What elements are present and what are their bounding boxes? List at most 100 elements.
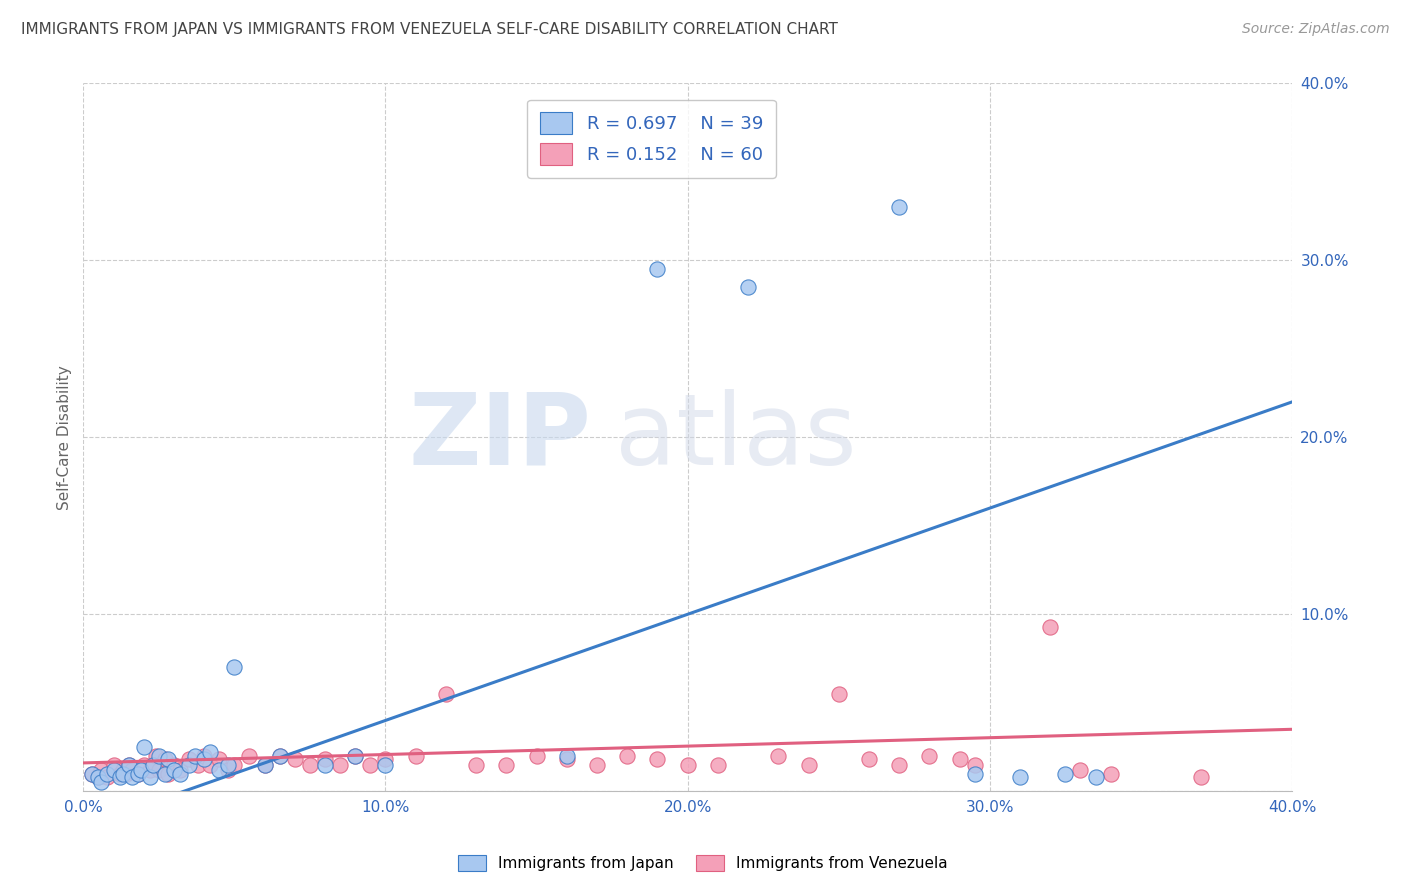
Point [82, 766, 104, 780]
Point [344, 748, 367, 763]
Point [217, 757, 239, 772]
Point [1099, 766, 1122, 780]
Point [329, 757, 352, 772]
Point [169, 763, 191, 777]
Point [314, 752, 336, 766]
Point [111, 766, 134, 780]
Text: ZIP: ZIP [408, 389, 591, 486]
Point [111, 763, 134, 777]
Point [87, 770, 110, 784]
Point [889, 757, 911, 772]
Legend: R = 0.697    N = 39, R = 0.152    N = 60: R = 0.697 N = 39, R = 0.152 N = 60 [527, 100, 776, 178]
Point [132, 757, 155, 772]
Point [1054, 766, 1077, 780]
Point [169, 766, 191, 780]
Point [344, 748, 367, 763]
Point [374, 752, 396, 766]
Point [238, 748, 260, 763]
Point [145, 748, 167, 763]
Point [127, 766, 149, 780]
Point [156, 752, 179, 766]
Point [1008, 770, 1031, 784]
Point [153, 752, 176, 766]
Point [121, 770, 143, 784]
Point [555, 752, 578, 766]
Point [253, 757, 276, 772]
Point [177, 752, 200, 766]
Point [918, 748, 941, 763]
Point [87, 770, 110, 784]
Point [495, 757, 517, 772]
Point [405, 748, 427, 763]
Point [193, 752, 215, 766]
Point [768, 748, 790, 763]
Text: atlas: atlas [614, 389, 856, 486]
Point [217, 763, 239, 777]
Y-axis label: Self-Care Disability: Self-Care Disability [58, 365, 72, 509]
Point [90, 775, 112, 789]
Point [82, 766, 104, 780]
Point [224, 757, 246, 772]
Point [117, 757, 139, 772]
Text: Source: ZipAtlas.com: Source: ZipAtlas.com [1241, 22, 1389, 37]
Point [526, 748, 548, 763]
Point [647, 752, 669, 766]
Point [153, 766, 176, 780]
Point [828, 687, 851, 701]
Point [139, 770, 162, 784]
Point [963, 757, 986, 772]
Point [889, 200, 911, 214]
Point [465, 757, 488, 772]
Point [374, 757, 396, 772]
Point [1039, 620, 1062, 634]
Point [127, 766, 149, 780]
Point [269, 748, 291, 763]
Point [129, 763, 152, 777]
Point [858, 752, 880, 766]
Point [359, 757, 381, 772]
Point [117, 757, 139, 772]
Point [163, 757, 186, 772]
Point [108, 770, 131, 784]
Point [949, 752, 972, 766]
Point [1084, 770, 1107, 784]
Point [114, 766, 136, 780]
Point [163, 763, 186, 777]
Point [208, 763, 231, 777]
Point [200, 745, 222, 759]
Text: IMMIGRANTS FROM JAPAN VS IMMIGRANTS FROM VENEZUELA SELF-CARE DISABILITY CORRELAT: IMMIGRANTS FROM JAPAN VS IMMIGRANTS FROM… [21, 22, 838, 37]
Point [103, 757, 125, 772]
Point [108, 766, 131, 780]
Point [269, 748, 291, 763]
Point [142, 757, 165, 772]
Point [707, 757, 730, 772]
Point [616, 748, 638, 763]
Point [284, 752, 307, 766]
Point [184, 748, 207, 763]
Point [148, 763, 170, 777]
Point [1189, 770, 1212, 784]
Point [103, 763, 125, 777]
Point [96, 766, 118, 780]
Point [156, 766, 179, 780]
Point [139, 763, 162, 777]
Point [797, 757, 820, 772]
Point [193, 748, 215, 763]
Point [148, 748, 170, 763]
Point [200, 757, 222, 772]
Point [142, 757, 165, 772]
Point [208, 752, 231, 766]
Point [555, 748, 578, 763]
Point [314, 757, 336, 772]
Point [298, 757, 321, 772]
Point [121, 763, 143, 777]
Point [586, 757, 609, 772]
Point [1069, 763, 1091, 777]
Point [676, 757, 699, 772]
Point [132, 739, 155, 754]
Point [224, 660, 246, 674]
Point [963, 766, 986, 780]
Point [90, 763, 112, 777]
Point [434, 687, 457, 701]
Point [96, 770, 118, 784]
